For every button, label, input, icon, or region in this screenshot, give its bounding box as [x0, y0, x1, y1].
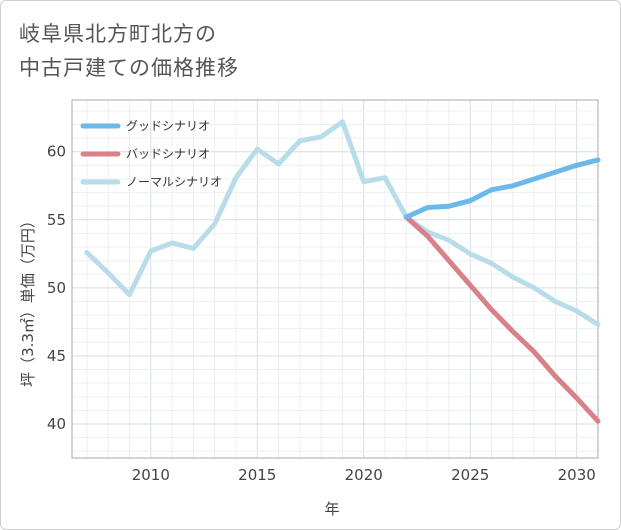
y-tick-label: 60 [47, 143, 66, 161]
chart-title-line1: 岐阜県北方町北方の [19, 22, 217, 46]
plot-area-border [71, 99, 599, 459]
series-line-bad [403, 214, 601, 424]
series-line-normal [84, 119, 601, 328]
x-tick-label: 2030 [558, 466, 596, 484]
y-axis-label: 坪（3.3㎡）単価（万円） [19, 213, 37, 387]
y-tick-label: 55 [47, 211, 66, 229]
x-tick-label: 2015 [238, 466, 276, 484]
x-tick-label: 2025 [451, 466, 489, 484]
legend-label-good: グッドシナリオ [126, 119, 210, 133]
chart-title: 岐阜県北方町北方の 中古戸建ての価格推移 [19, 17, 579, 85]
y-tick-label: 45 [47, 347, 66, 365]
series-line-good [403, 157, 601, 220]
legend-label-normal: ノーマルシナリオ [126, 175, 222, 189]
x-tick-label: 2010 [132, 466, 170, 484]
chart-title-line2: 中古戸建ての価格推移 [19, 56, 239, 80]
x-axis-label: 年 [324, 500, 339, 518]
y-tick-label: 40 [47, 415, 66, 433]
y-axis-ticks: 40 45 50 55 60 [47, 143, 66, 433]
x-tick-label: 2020 [345, 466, 383, 484]
x-axis-ticks: 2010 2015 2020 2025 2030 [132, 466, 596, 484]
y-tick-label: 50 [47, 279, 66, 297]
legend-label-bad: バッドシナリオ [126, 147, 210, 161]
series-lines [84, 119, 601, 424]
